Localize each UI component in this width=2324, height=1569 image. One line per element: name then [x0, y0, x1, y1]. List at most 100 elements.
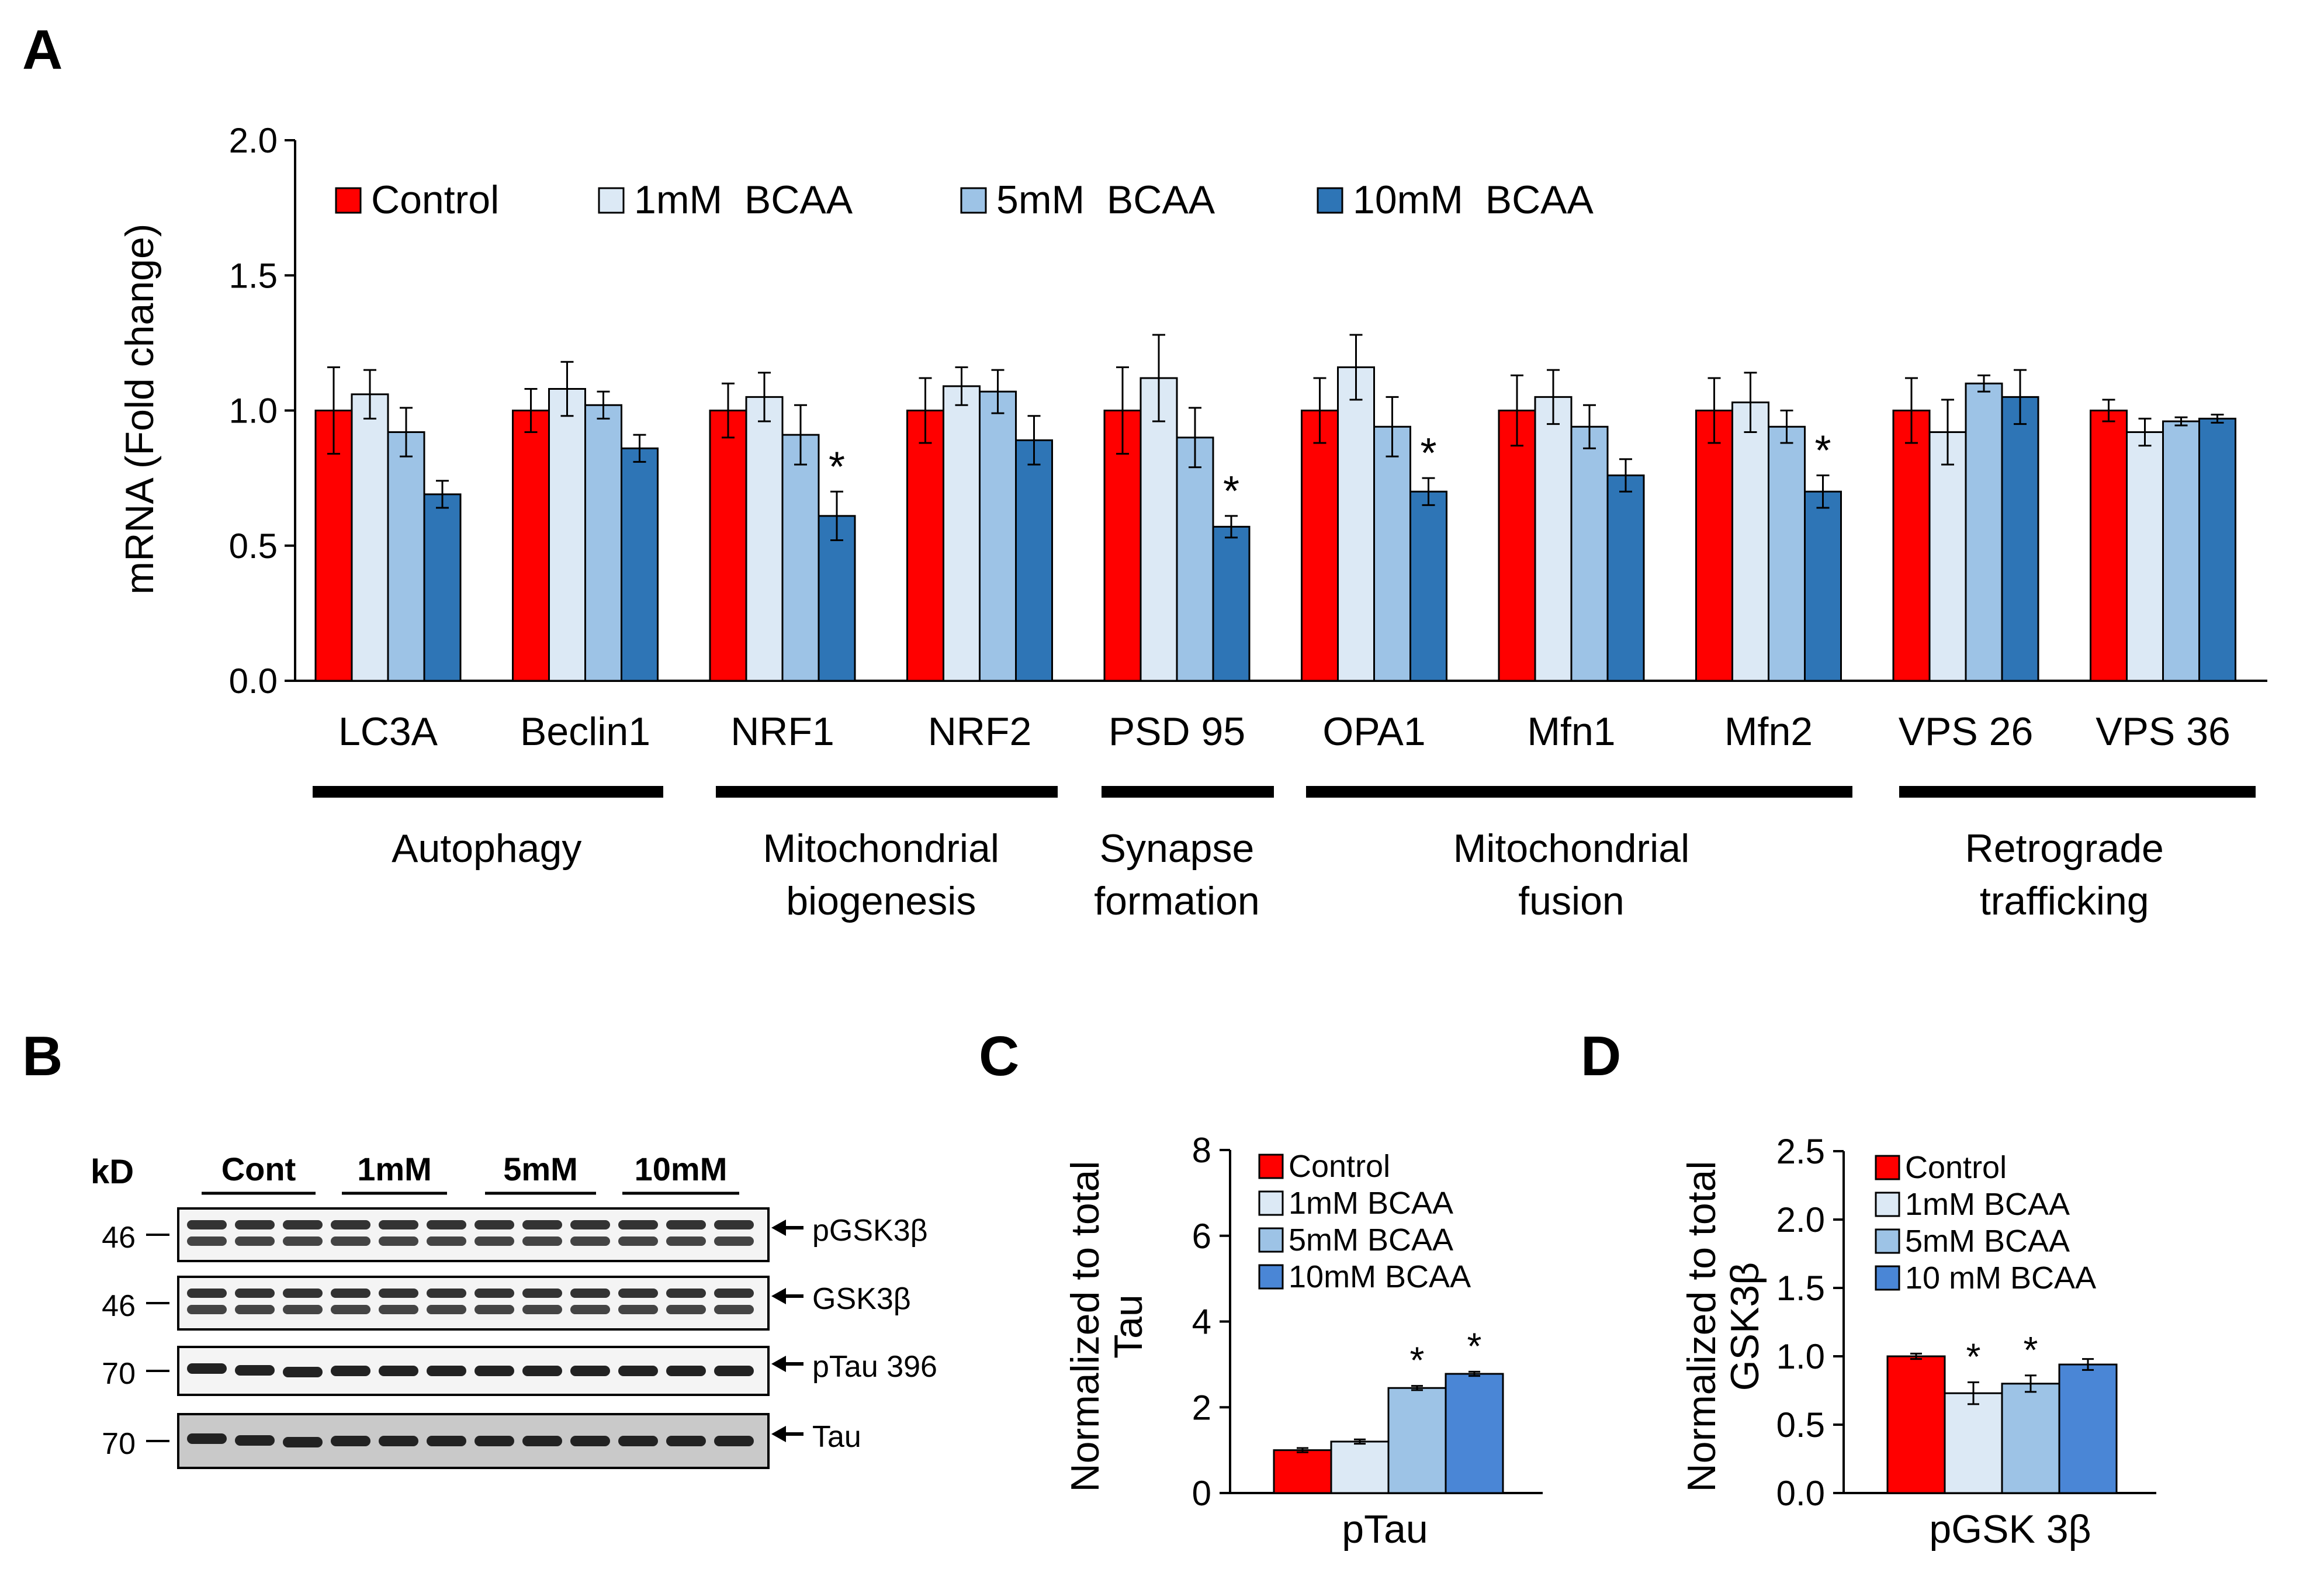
legend-swatch-1mm-bcaa	[598, 187, 625, 214]
blot-band	[427, 1366, 466, 1376]
blot-band	[187, 1289, 227, 1298]
chartD-ytick-label: 2.5	[1776, 1132, 1825, 1171]
bar-10-mm-bcaa	[2058, 1363, 2118, 1494]
bar-nrf2-control	[906, 410, 944, 682]
blot-band	[570, 1220, 610, 1229]
chart-a-category-label: Beclin1	[520, 709, 650, 754]
bar-beclin1-10mm-bcaa	[621, 447, 659, 682]
legend-swatch-10mm-bcaa	[1317, 187, 1343, 214]
legend-label-control: Control	[371, 178, 499, 222]
arrow-icon	[771, 1288, 786, 1304]
chart-a-category-label: VPS 36	[2096, 709, 2231, 754]
blot-band	[618, 1305, 658, 1314]
blot-row-gsk3	[177, 1276, 770, 1331]
bar-psd-95-control	[1103, 410, 1142, 682]
bar-lc3a-1mm-bcaa	[351, 393, 389, 682]
bar-beclin1-5mm-bcaa	[584, 404, 622, 682]
chart-a-ytick-label: 1.5	[229, 256, 278, 295]
legend-label-control: Control	[1289, 1149, 1390, 1184]
bar-5mm-bcaa	[2001, 1383, 2060, 1494]
blot-band	[522, 1436, 562, 1446]
blot-band	[618, 1237, 658, 1246]
blot-band	[522, 1220, 562, 1229]
legend-swatch-10mm-bcaa	[1258, 1264, 1284, 1290]
blot-band	[475, 1305, 514, 1314]
chart-a-category-label: VPS 26	[1899, 709, 2034, 754]
bar-lc3a-10mm-bcaa	[423, 493, 462, 682]
legend-swatch-5mm-bcaa	[1258, 1227, 1284, 1253]
blot-row-pgsk3	[177, 1207, 770, 1262]
arrow-icon	[771, 1220, 786, 1236]
blot-band	[522, 1237, 562, 1246]
group-label-autophagy: Autophagy	[392, 826, 581, 871]
chart-c-ylabel: Normalized to totalTau	[1063, 1161, 1151, 1492]
blot-lane-group-cont: Cont	[221, 1151, 296, 1187]
blot-band	[618, 1436, 658, 1446]
significance-mark: *	[1410, 1339, 1425, 1381]
blot-band	[570, 1237, 610, 1246]
blot-band	[379, 1305, 418, 1314]
legend-swatch-5mm-bcaa	[960, 187, 987, 214]
blot-band	[283, 1237, 323, 1246]
legend-label-10mm-bcaa: 10mM BCAA	[1289, 1259, 1471, 1294]
chartD-ytick-label: 2.0	[1776, 1200, 1825, 1239]
blot-band	[379, 1436, 418, 1446]
chart-a-category-label: LC3A	[338, 709, 438, 754]
blot-band	[235, 1237, 275, 1246]
blot-band	[427, 1237, 466, 1246]
blot-band	[714, 1237, 754, 1246]
blot-band	[475, 1366, 514, 1376]
chart-a-category-label: Mfn1	[1527, 709, 1615, 754]
chart-d-ylabel: Normalized to totalGSK3β	[1679, 1161, 1767, 1492]
chart-c-xlabel: pTau	[1342, 1507, 1428, 1551]
chart-a-ytick-label: 0.5	[229, 527, 278, 566]
blot-band	[666, 1436, 706, 1446]
blot-band	[379, 1289, 418, 1298]
panel-letter-b: B	[22, 1025, 63, 1087]
blot-band	[427, 1289, 466, 1298]
bar-vps-26-5mm-bcaa	[1965, 382, 2003, 682]
blot-band	[666, 1289, 706, 1298]
bar-vps-36-1mm-bcaa	[2126, 431, 2164, 682]
legend-swatch-5mm-bcaa	[1875, 1228, 1900, 1254]
chartC-ytick-label: 0	[1192, 1474, 1211, 1513]
bar-opa1-control	[1301, 410, 1339, 682]
blot-band	[475, 1289, 514, 1298]
bar-psd-95-1mm-bcaa	[1140, 377, 1178, 682]
group-label-mitochondrial-biogenesis: Mitochondrial biogenesis	[763, 826, 999, 923]
bar-beclin1-1mm-bcaa	[548, 388, 586, 682]
blot-kd-value: 46	[102, 1221, 136, 1255]
bar-nrf1-control	[709, 410, 747, 682]
blot-band	[331, 1220, 370, 1229]
blot-band	[714, 1220, 754, 1229]
chartD-ytick-label: 1.0	[1776, 1337, 1825, 1376]
bar-1mm-bcaa	[1944, 1392, 2003, 1494]
blot-kd-value: 46	[102, 1289, 136, 1323]
chartD-ytick-label: 0.0	[1776, 1474, 1825, 1513]
blot-lane-group-10mm: 10mM	[635, 1151, 728, 1187]
blot-band	[187, 1237, 227, 1246]
blot-band	[283, 1289, 323, 1298]
blot-band	[379, 1220, 418, 1229]
bar-mfn1-1mm-bcaa	[1534, 396, 1573, 682]
panel-letter-c: C	[979, 1025, 1019, 1087]
bar-vps-26-1mm-bcaa	[1928, 431, 1967, 682]
bar-vps-26-10mm-bcaa	[2001, 396, 2039, 682]
bar-10mm-bcaa	[1445, 1373, 1504, 1494]
blot-band	[475, 1436, 514, 1446]
chart-a-category-label: Mfn2	[1724, 709, 1813, 754]
significance-mark: *	[1420, 430, 1436, 477]
blot-band	[235, 1435, 275, 1446]
legend-swatch-control	[335, 187, 362, 214]
significance-mark: *	[1966, 1335, 1981, 1377]
blot-row-label-pgsk3: pGSK3β	[812, 1214, 928, 1248]
blot-band	[331, 1436, 370, 1446]
bar-mfn1-5mm-bcaa	[1570, 425, 1609, 682]
chartC-ytick-label: 6	[1192, 1217, 1211, 1256]
blot-band	[570, 1289, 610, 1298]
chartD-ytick-label: 1.5	[1776, 1269, 1825, 1308]
legend-swatch-control	[1875, 1155, 1900, 1180]
chart-a-mrna: mRNA (Fold change) 0.0 0.5 1.0 1.5 2.0 LC3A Be…	[117, 121, 2267, 923]
bar-nrf2-10mm-bcaa	[1015, 439, 1053, 682]
blot-band	[379, 1237, 418, 1246]
